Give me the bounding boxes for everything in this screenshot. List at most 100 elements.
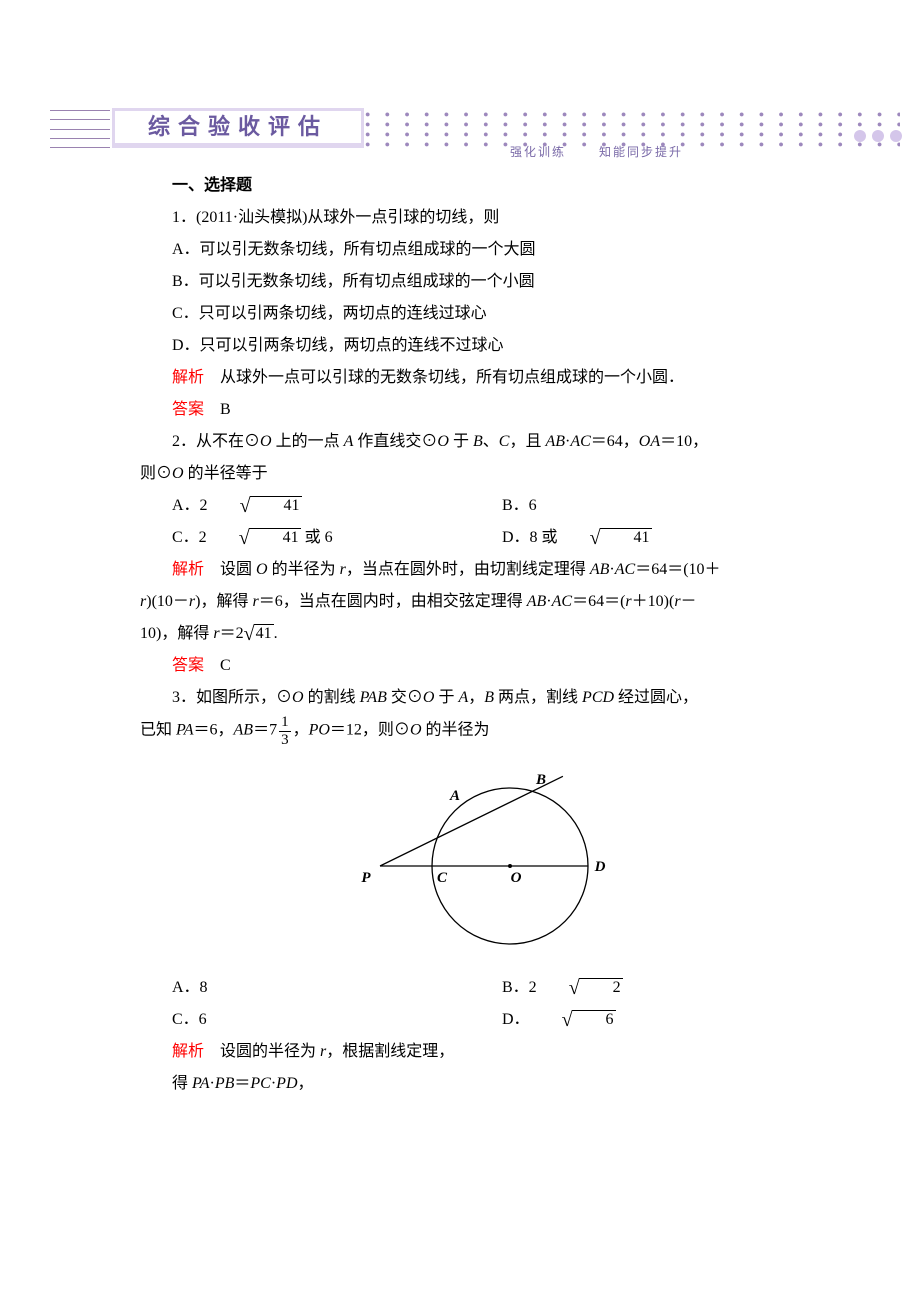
q3-jx-b: ，根据割线定理，	[326, 1043, 454, 1060]
q2-t-a: 2．从不在⊙	[172, 433, 260, 450]
q2-option-a: A．2√41	[140, 490, 470, 522]
q3-options-row2: C．6 D．√6	[140, 1004, 830, 1036]
q3-frac-den: 3	[279, 731, 291, 749]
q1-analysis-label: 解析	[172, 369, 204, 386]
q2-jx3-c: .	[274, 625, 278, 642]
q1-option-d: D．只可以引两条切线，两切点的连线不过球心	[140, 330, 830, 362]
q2-c-pre: C．2	[172, 529, 207, 546]
q2-jx2-a: )(10－	[146, 593, 189, 610]
q3-lb: ＝	[234, 1075, 250, 1092]
q3-t-c: 交⊙	[387, 689, 423, 706]
q3-l2-c: ＝7	[253, 722, 277, 739]
q2-jx2-e: ＋10)(	[632, 593, 675, 610]
svg-text:P: P	[361, 870, 371, 886]
q3-stem-line2: 已知 PA＝6，AB＝713，PO＝12，则⊙O 的半径为	[140, 714, 830, 748]
q2-jx2-b: )，解得	[195, 593, 252, 610]
q1-answer-value: B	[204, 401, 231, 418]
q2-l2-a: 则⊙	[140, 465, 172, 482]
q3-b-sqrt: 2	[579, 978, 623, 997]
q2-analysis-line1: 解析 设圆 O 的半径为 r，当点在圆外时，由切割线定理得 AB·AC＝64＝(…	[140, 554, 830, 586]
q1-answer-label: 答案	[172, 401, 204, 418]
q3-t-e: ，	[468, 689, 484, 706]
q3-b-pre: B．2	[502, 979, 537, 996]
banner-sub-2: 知能同步提升	[599, 145, 683, 159]
q2-jx3-a: 10)，解得	[140, 625, 213, 642]
q2-option-d: D．8 或√41	[470, 522, 830, 554]
banner-subtitles: 强化训练 知能同步提升	[510, 140, 711, 164]
q3-l2-d: ，	[293, 722, 309, 739]
q3-option-b: B．2√2	[470, 972, 830, 1004]
q3-t-d: 于	[434, 689, 458, 706]
q1-answer: 答案 B	[140, 394, 830, 426]
q3-options-row1: A．8 B．2√2	[140, 972, 830, 1004]
circle-secants-svg: PCODAB	[340, 756, 630, 956]
q2-jx-b: 的半径为	[268, 561, 340, 578]
q3-t-f: 两点，割线	[494, 689, 582, 706]
q2-analysis-line2: r)(10－r)，解得 r＝6，当点在圆内时，由相交弦定理得 AB·AC＝64＝…	[140, 586, 830, 618]
q2-a-pre: A．2	[172, 497, 208, 514]
q2-t-d: 于	[449, 433, 473, 450]
q3-lc: ，	[298, 1075, 314, 1092]
q2-t-b: 上的一点	[272, 433, 344, 450]
q2-c-post: 或 6	[301, 529, 333, 546]
banner-deco-lines	[50, 110, 110, 148]
q2-t-c: 作直线交⊙	[353, 433, 437, 450]
q3-la: 得	[172, 1075, 192, 1092]
q2-t-g: ＝64，	[591, 433, 639, 450]
q2-jx-c: ，当点在圆外时，由切割线定理得	[346, 561, 590, 578]
q2-options-row1: A．2√41 B．6	[140, 490, 830, 522]
svg-text:D: D	[594, 859, 606, 875]
q3-frac-num: 1	[279, 714, 291, 731]
banner-title: 综合验收评估	[115, 111, 361, 143]
q3-analysis-line2: 得 PA·PB＝PC·PD，	[140, 1068, 830, 1100]
q3-option-a: A．8	[140, 972, 470, 1004]
q3-analysis-label: 解析	[172, 1043, 204, 1060]
q2-d-sqrt: 41	[600, 528, 652, 547]
q2-answer: 答案 C	[140, 650, 830, 682]
q3-l2-f: 的半径为	[422, 722, 490, 739]
q2-analysis-line3: 10)，解得 r＝2√41.	[140, 618, 830, 650]
q2-stem-line2: 则⊙O 的半径等于	[140, 458, 830, 490]
q1-analysis: 解析 从球外一点可以引球的无数条切线，所有切点组成球的一个小圆．	[140, 362, 830, 394]
q2-a-sqrt: 41	[250, 496, 302, 515]
q3-l2-a: 已知	[140, 722, 176, 739]
q1-option-a: A．可以引无数条切线，所有切点组成球的一个大圆	[140, 234, 830, 266]
q2-option-b: B．6	[470, 490, 830, 522]
q1-option-b: B．可以引无数条切线，所有切点组成球的一个小圆	[140, 266, 830, 298]
q2-jx2-f: －	[681, 593, 697, 610]
q2-jx-a: 设圆	[204, 561, 256, 578]
q2-jx3-b: ＝2	[220, 625, 244, 642]
q2-analysis-label: 解析	[172, 561, 204, 578]
banner-sub-1: 强化训练	[510, 145, 566, 159]
q3-d-sqrt: 6	[572, 1010, 616, 1029]
q2-jx2-d: ＝64＝(	[572, 593, 625, 610]
q2-t-e: 、	[483, 433, 499, 450]
q3-figure: PCODAB	[140, 756, 830, 968]
q3-l2-e: ＝12，则⊙	[330, 722, 410, 739]
q3-t-a: 3．如图所示，⊙	[172, 689, 292, 706]
q3-analysis-line1: 解析 设圆的半径为 r，根据割线定理，	[140, 1036, 830, 1068]
q2-answer-label: 答案	[172, 657, 204, 674]
q3-stem-line1: 3．如图所示，⊙O 的割线 PAB 交⊙O 于 A，B 两点，割线 PCD 经过…	[140, 682, 830, 714]
banner-deco-circles	[854, 130, 902, 142]
q1-stem: 1．(2011·汕头模拟)从球外一点引球的切线，则	[140, 202, 830, 234]
q2-answer-value: C	[204, 657, 231, 674]
svg-text:C: C	[437, 870, 448, 886]
banner-title-box: 综合验收评估	[112, 108, 364, 148]
q2-jx-d: ＝64＝(10＋	[635, 561, 720, 578]
svg-text:O: O	[511, 870, 522, 886]
q3-t-b: 的割线	[304, 689, 360, 706]
q2-option-c: C．2√41 或 6	[140, 522, 470, 554]
svg-text:A: A	[449, 788, 460, 804]
q2-t-h: ＝10，	[660, 433, 708, 450]
q2-d-pre: D．8 或	[502, 529, 558, 546]
q3-option-d: D．√6	[470, 1004, 830, 1036]
q3-d-pre: D．	[502, 1011, 530, 1028]
q3-jx-a: 设圆的半径为	[204, 1043, 320, 1060]
q1-analysis-text: 从球外一点可以引球的无数条切线，所有切点组成球的一个小圆．	[204, 369, 684, 386]
q3-l2-b: ＝6，	[194, 722, 234, 739]
banner: 综合验收评估 ● ● ● ● ● ● ● ● ● ● ● ● ● ● ● ● ●…	[140, 110, 830, 152]
q2-jx2-c: ＝6，当点在圆内时，由相交弦定理得	[259, 593, 527, 610]
q3-option-c: C．6	[140, 1004, 470, 1036]
q2-c-sqrt: 41	[249, 528, 301, 547]
